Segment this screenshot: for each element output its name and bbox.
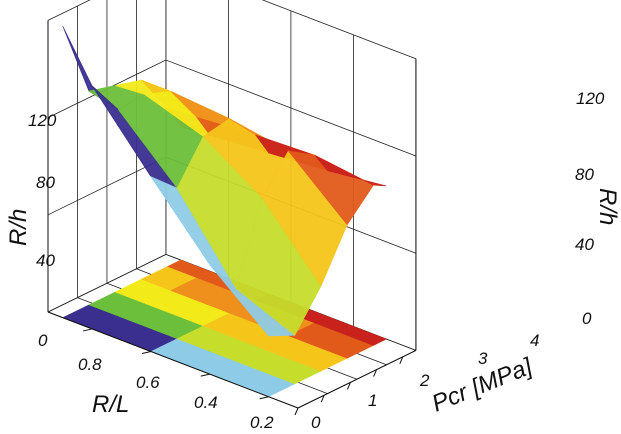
x-axis-line — [297, 349, 417, 409]
wall-hgrid — [47, 0, 417, 60]
y-tick-0.4: 0.4 — [194, 393, 218, 412]
x-tick-mark — [373, 369, 378, 377]
y-axis-line — [47, 311, 299, 409]
z-axis-left-ticks: 0 40 80 120 — [28, 111, 57, 350]
x-tick-3: 3 — [478, 349, 488, 368]
z-right-tick-3: 120 — [576, 89, 605, 108]
floor-projection — [62, 259, 388, 397]
y-tick-0.2: 0.2 — [250, 413, 274, 432]
x-tick-mark — [320, 395, 325, 403]
z-left-tick-0: 0 — [38, 331, 48, 350]
x-tick-mark — [346, 382, 351, 390]
x-tick-4: 4 — [530, 331, 539, 350]
x-tick-mark — [294, 407, 299, 416]
z-axis-left-label: R/h — [5, 209, 32, 246]
floor-grid — [47, 254, 167, 313]
z-left-tick-1: 40 — [36, 251, 55, 270]
z-left-tick-3: 120 — [28, 111, 57, 130]
x-tick-mark — [399, 356, 404, 364]
z-right-tick-0: 0 — [582, 309, 592, 328]
y-tick-mark — [141, 351, 152, 355]
wall-hgrid — [47, 59, 417, 157]
z-right-tick-2: 80 — [575, 165, 594, 184]
surface-patch — [314, 154, 387, 187]
y-tick-mark — [83, 328, 93, 332]
y-axis-label: R/L — [92, 391, 129, 418]
z-right-tick-1: 40 — [575, 235, 594, 254]
y-tick-mark — [259, 396, 269, 400]
y-tick-0.8: 0.8 — [78, 355, 102, 374]
z-axis-right-ticks: 0 40 80 120 — [575, 89, 605, 328]
z-left-tick-2: 80 — [36, 173, 55, 192]
axes-frame — [47, 20, 417, 416]
x-axis-ticks: 0 1 2 3 4 — [311, 331, 539, 432]
y-tick-mark — [200, 373, 210, 377]
surface-plot — [62, 25, 387, 337]
x-tick-2: 2 — [419, 371, 430, 390]
x-tick-1: 1 — [368, 391, 377, 410]
y-axis-ticks: 0.8 0.6 0.4 0.2 — [78, 355, 274, 432]
z-axis-right-label: R/h — [594, 188, 621, 225]
y-tick-0.6: 0.6 — [136, 373, 160, 392]
x-tick-0: 0 — [311, 413, 321, 432]
floor-patch — [313, 316, 388, 346]
